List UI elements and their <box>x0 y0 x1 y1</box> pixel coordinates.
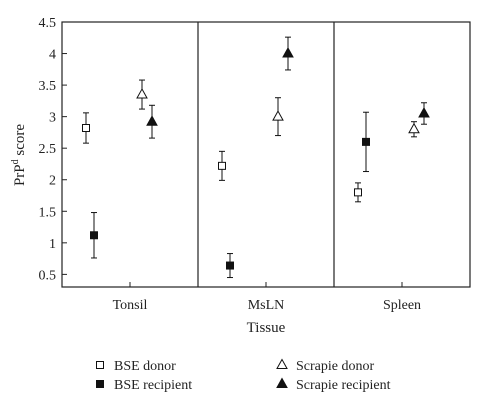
data-point <box>282 47 294 58</box>
data-point <box>272 110 284 121</box>
data-point <box>146 115 158 126</box>
legend-label: Scrapie donor <box>296 359 374 374</box>
y-axis-title: PrPd score <box>10 124 28 186</box>
x-tick-label: MsLN <box>248 298 285 313</box>
y-tick-label: 4.5 <box>39 16 57 31</box>
legend-label: BSE donor <box>114 359 176 374</box>
legend-label: Scrapie recipient <box>296 378 391 393</box>
y-tick-label: 3 <box>49 111 56 126</box>
y-tick-label: 1.5 <box>39 205 57 220</box>
legend-label: BSE recipient <box>114 378 192 393</box>
legend-marker <box>96 380 104 388</box>
data-point <box>82 124 90 132</box>
legend-marker <box>276 377 288 388</box>
y-axis-title-tail: score <box>12 124 28 160</box>
x-tick-label: Spleen <box>383 298 421 313</box>
data-point <box>354 188 362 197</box>
data-point <box>362 137 370 146</box>
y-tick-label: 3.5 <box>39 79 57 94</box>
y-tick-label: 4 <box>49 48 56 63</box>
y-axis: 0.5 1 1.5 2 2.5 3 3.5 4 4.5 <box>39 16 67 283</box>
y-tick-label: 2 <box>49 174 56 189</box>
data-point <box>408 122 420 134</box>
y-tick-label: 1 <box>49 237 56 252</box>
data-marks <box>82 36 430 279</box>
data-point <box>90 231 98 240</box>
y-axis-title-superscript: d <box>10 159 21 164</box>
legend-marker <box>96 361 104 369</box>
data-point <box>418 106 430 118</box>
data-point <box>226 261 234 270</box>
data-point <box>218 161 226 170</box>
y-tick-label: 0.5 <box>39 268 57 283</box>
y-tick-label: 2.5 <box>39 142 57 157</box>
data-point <box>136 88 148 99</box>
legend-marker <box>276 358 288 369</box>
y-axis-title-main: PrP <box>12 164 28 186</box>
x-axis: Tonsil MsLN Spleen <box>113 282 421 313</box>
plot-frame <box>61 21 471 288</box>
x-tick-label: Tonsil <box>113 298 148 313</box>
legend: BSE donor BSE recipient Scrapie donor Scrap… <box>96 358 391 393</box>
x-axis-title: Tissue <box>247 320 286 336</box>
